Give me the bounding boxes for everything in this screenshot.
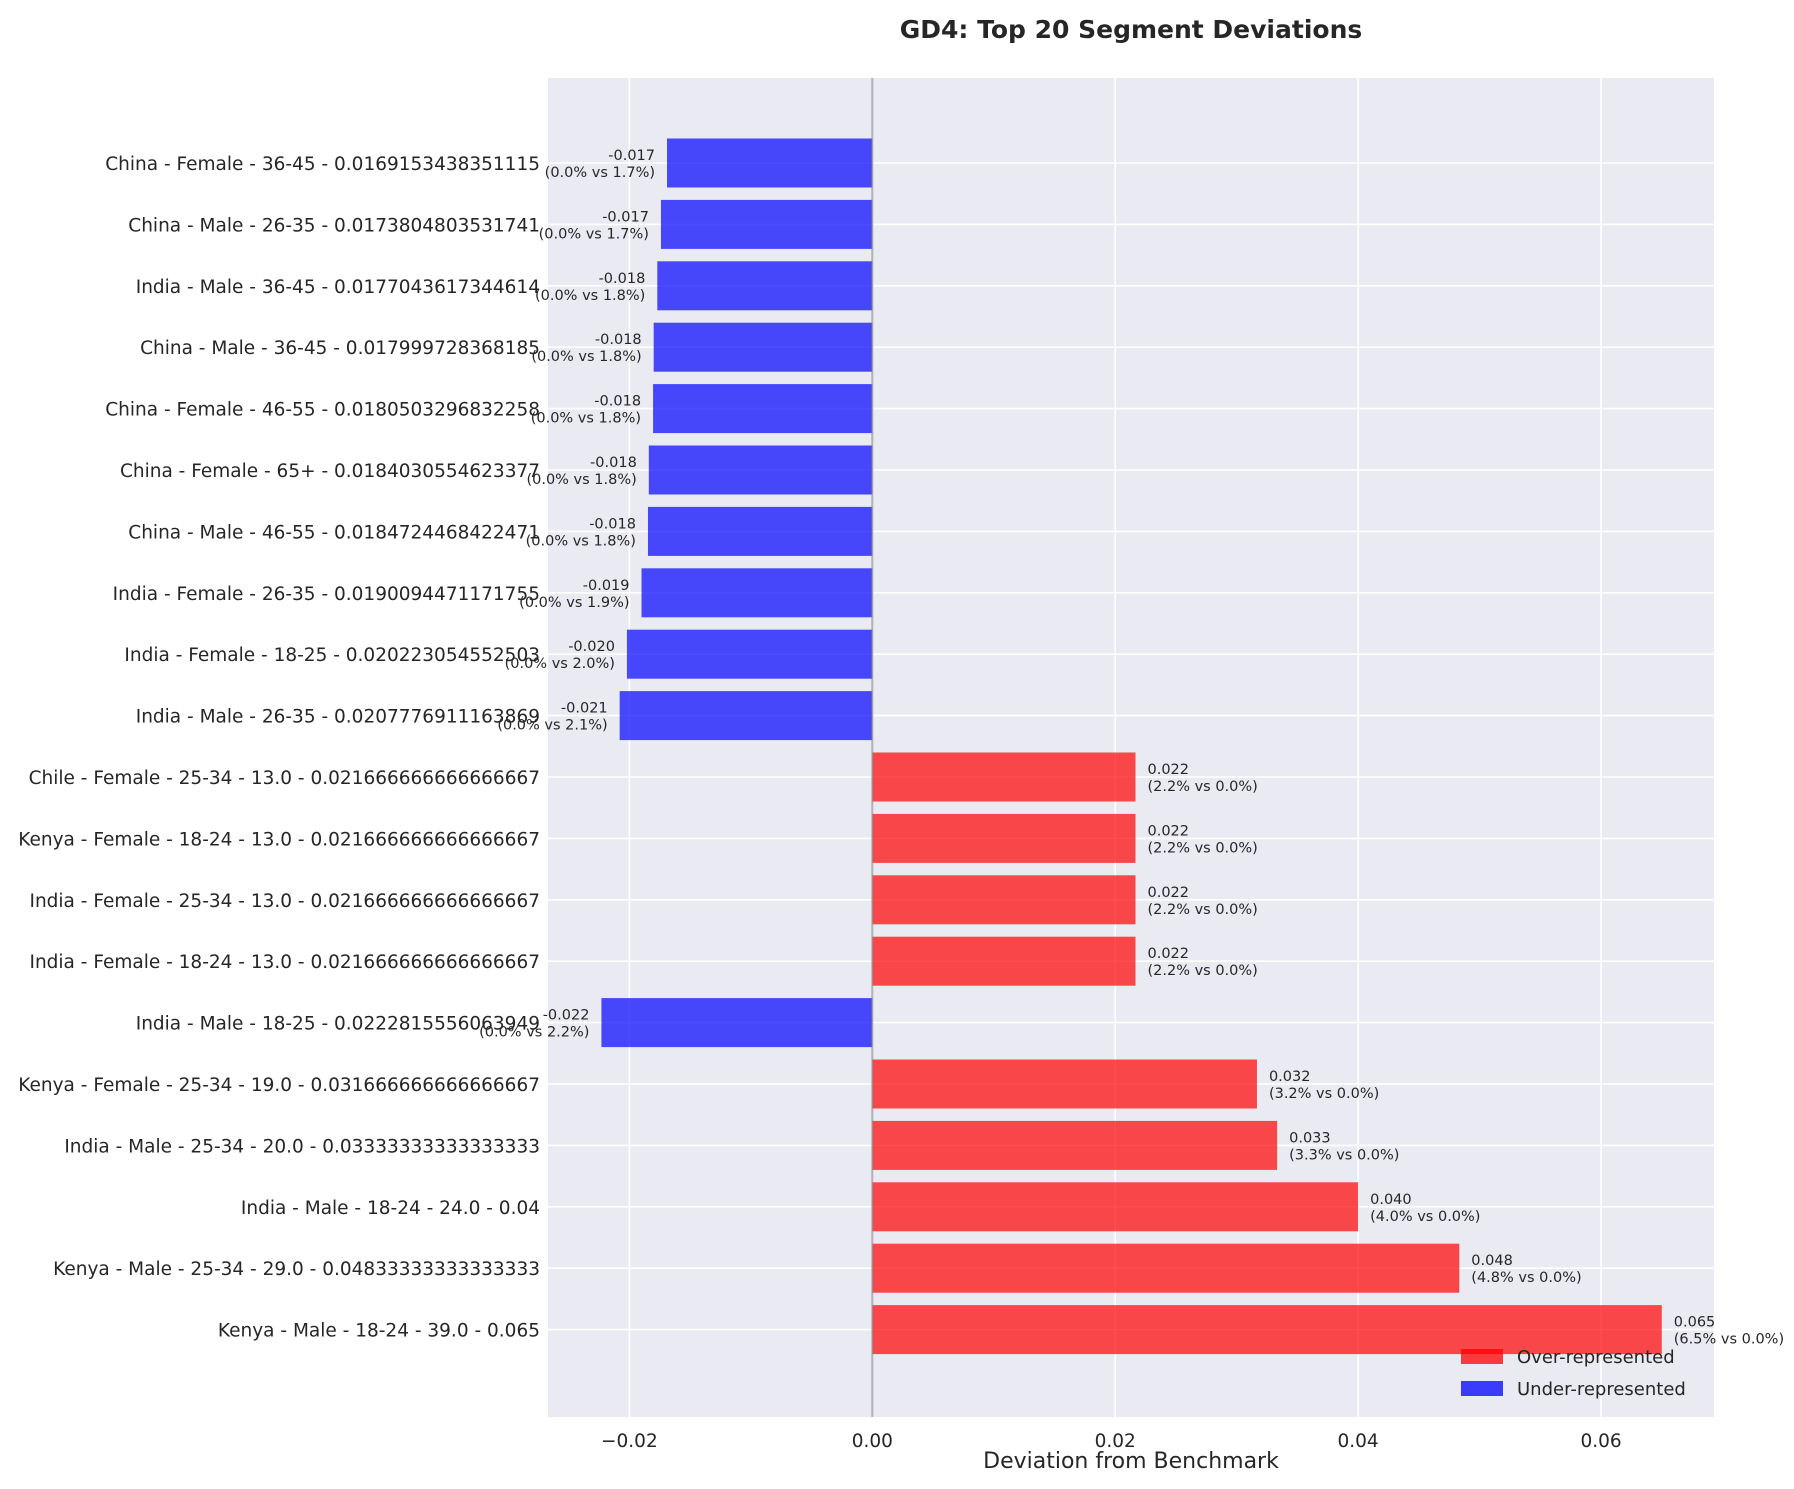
y-tick-label: India - Female - 26-35 - 0.0190094471171…	[113, 584, 540, 605]
bar-comparison-label: (2.2% vs 0.0%)	[1147, 840, 1257, 856]
bar-under	[641, 568, 873, 618]
bar-comparison-label: (0.0% vs 1.8%)	[526, 472, 636, 488]
bar-comparison-label: (6.5% vs 0.0%)	[1674, 1332, 1784, 1348]
y-tick-label: Kenya - Female - 25-34 - 19.0 - 0.031666…	[18, 1075, 540, 1096]
legend-swatch-under	[1461, 1381, 1503, 1396]
bar-comparison-label: (3.2% vs 0.0%)	[1269, 1086, 1379, 1102]
y-tick-label: Kenya - Female - 18-24 - 13.0 - 0.021666…	[18, 829, 540, 850]
bar-comparison-label: (2.2% vs 0.0%)	[1147, 902, 1257, 918]
bar-under	[653, 322, 873, 372]
bar-under	[660, 199, 873, 249]
y-tick-label: India - Female - 25-34 - 13.0 - 0.021666…	[29, 891, 540, 912]
bar-over	[872, 1243, 1460, 1293]
bar-value-label: -0.018	[599, 271, 646, 287]
bar-comparison-label: (0.0% vs 2.0%)	[505, 656, 615, 672]
y-tick-label: China - Male - 26-35 - 0.017380480353174…	[128, 215, 540, 236]
bar-over	[872, 752, 1136, 802]
bar-under	[601, 998, 873, 1048]
y-tick-label: Kenya - Male - 18-24 - 39.0 - 0.065	[218, 1321, 540, 1342]
bar-under	[626, 629, 873, 679]
legend-label-under: Under-represented	[1517, 1379, 1686, 1400]
bar-value-label: -0.019	[583, 578, 630, 594]
bar-value-label: -0.017	[608, 148, 655, 164]
x-tick-label: 0.02	[1095, 1431, 1136, 1452]
bar-comparison-label: (0.0% vs 1.8%)	[531, 411, 641, 427]
legend-swatch-over	[1461, 1349, 1503, 1364]
y-tick-label: India - Male - 18-24 - 24.0 - 0.04	[241, 1198, 540, 1219]
bar-value-label: 0.033	[1289, 1130, 1331, 1146]
bar-comparison-label: (4.8% vs 0.0%)	[1471, 1270, 1581, 1286]
bar-comparison-label: (0.0% vs 1.8%)	[535, 288, 645, 304]
bar-under	[648, 445, 873, 495]
x-axis-label: Deviation from Benchmark	[983, 1449, 1279, 1474]
y-tick-label: India - Female - 18-25 - 0.0202230545525…	[124, 645, 540, 666]
y-tick-label: India - Male - 18-25 - 0.022281555606394…	[136, 1014, 540, 1035]
bar-value-label: 0.022	[1147, 823, 1189, 839]
bar-value-label: 0.040	[1370, 1192, 1412, 1208]
bar-comparison-label: (0.0% vs 1.8%)	[531, 349, 641, 365]
bar-comparison-label: (3.3% vs 0.0%)	[1289, 1147, 1399, 1163]
bar-comparison-label: (0.0% vs 1.8%)	[526, 533, 636, 549]
bar-comparison-label: (4.0% vs 0.0%)	[1370, 1209, 1480, 1225]
bar-comparison-label: (0.0% vs 2.1%)	[497, 718, 607, 734]
bar-value-label: 0.065	[1674, 1315, 1716, 1331]
bar-comparison-label: (0.0% vs 1.7%)	[545, 165, 655, 181]
bar-value-label: -0.017	[602, 209, 649, 225]
bar-value-label: -0.018	[595, 332, 642, 348]
bar-value-label: -0.018	[590, 455, 637, 471]
y-tick-label: China - Female - 36-45 - 0.0169153438351…	[105, 154, 540, 175]
bar-value-label: -0.018	[589, 516, 636, 532]
bar-under	[657, 261, 873, 311]
bar-value-label: -0.021	[561, 701, 608, 717]
bar-comparison-label: (2.2% vs 0.0%)	[1147, 779, 1257, 795]
y-tick-label: China - Female - 65+ - 0.018403055462337…	[120, 461, 540, 482]
bar-value-label: -0.022	[543, 1008, 590, 1024]
bar-over	[872, 936, 1136, 986]
x-tick-label: 0.04	[1338, 1431, 1379, 1452]
bar-comparison-label: (0.0% vs 1.9%)	[519, 595, 629, 611]
x-tick-label: 0.00	[852, 1431, 893, 1452]
y-tick-label: India - Male - 36-45 - 0.017704361734461…	[136, 277, 540, 298]
legend: Over-represented Under-represented	[1461, 1347, 1686, 1400]
bar-value-label: 0.022	[1147, 946, 1189, 962]
bar-value-label: 0.048	[1471, 1253, 1513, 1269]
bar-value-label: -0.018	[594, 394, 641, 410]
y-tick-label: India - Male - 26-35 - 0.020777691116386…	[136, 707, 540, 728]
bar-value-label: 0.032	[1269, 1069, 1311, 1085]
bar-under	[667, 138, 873, 188]
bar-over	[872, 1305, 1662, 1355]
bar-under	[653, 384, 873, 434]
bar-comparison-label: (2.2% vs 0.0%)	[1147, 963, 1257, 979]
bar-under	[647, 506, 873, 556]
bar-under	[619, 691, 873, 741]
bar-value-label: 0.022	[1147, 762, 1189, 778]
y-tick-label: China - Male - 46-55 - 0.018472446842247…	[128, 522, 540, 543]
chart-title: GD4: Top 20 Segment Deviations	[900, 15, 1363, 44]
bar-value-label: -0.020	[568, 639, 615, 655]
y-tick-label: Kenya - Male - 25-34 - 29.0 - 0.04833333…	[53, 1259, 540, 1280]
bar-over	[872, 813, 1136, 863]
y-tick-label: China - Female - 46-55 - 0.0180503296832…	[105, 400, 540, 421]
bar-over	[872, 875, 1136, 925]
bar-value-label: 0.022	[1147, 885, 1189, 901]
y-tick-label: India - Female - 18-24 - 13.0 - 0.021666…	[29, 952, 540, 973]
y-tick-label: Chile - Female - 25-34 - 13.0 - 0.021666…	[29, 768, 540, 789]
y-tick-label: India - Male - 25-34 - 20.0 - 0.03333333…	[64, 1136, 540, 1157]
x-tick-label: −0.02	[601, 1431, 658, 1452]
legend-label-over: Over-represented	[1517, 1347, 1675, 1368]
y-tick-label: China - Male - 36-45 - 0.017999728368185	[140, 338, 540, 359]
bar-over	[872, 1182, 1359, 1232]
bar-over	[872, 1059, 1257, 1109]
bar-over	[872, 1120, 1278, 1170]
bar-comparison-label: (0.0% vs 2.2%)	[479, 1025, 589, 1041]
x-tick-label: 0.06	[1580, 1431, 1621, 1452]
bar-comparison-label: (0.0% vs 1.7%)	[539, 226, 649, 242]
